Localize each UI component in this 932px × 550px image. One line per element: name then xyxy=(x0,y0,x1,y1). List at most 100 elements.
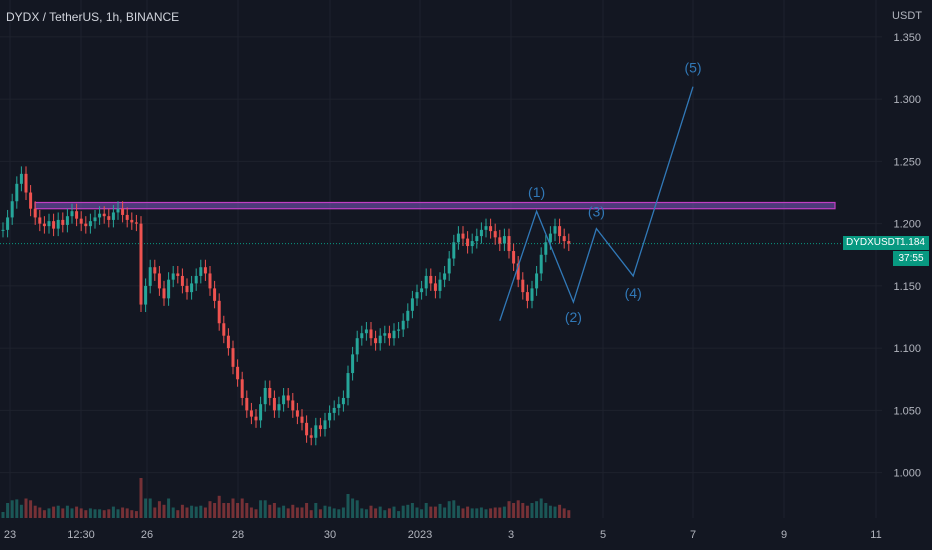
candle-body xyxy=(433,283,437,291)
candle-body xyxy=(38,217,42,224)
candle-body xyxy=(263,387,267,405)
candle-body xyxy=(52,221,56,229)
volume-bar xyxy=(369,505,373,518)
volume-bars xyxy=(1,478,571,518)
volume-bar xyxy=(502,506,506,518)
volume-bar xyxy=(346,494,350,518)
volume-bar xyxy=(516,500,520,518)
resistance-rect xyxy=(34,201,836,210)
candle-body xyxy=(121,208,125,215)
volume-bar xyxy=(47,508,51,518)
volume-bar xyxy=(6,503,10,518)
candle-body xyxy=(401,320,405,330)
volume-bar xyxy=(167,498,171,518)
candle-body xyxy=(75,211,79,219)
y-tick-label: 1.250 xyxy=(893,156,921,168)
volume-bar xyxy=(364,509,368,518)
volume-bar xyxy=(176,510,180,518)
volume-bar xyxy=(479,507,483,518)
volume-bar xyxy=(98,509,102,518)
candle-body xyxy=(364,329,368,334)
candle-body xyxy=(507,236,511,252)
elliott-wave-projection[interactable]: (1) (2) (3) (4) (5) xyxy=(499,60,702,325)
volume-bar xyxy=(125,508,129,518)
candle-body xyxy=(245,397,249,411)
volume-bar xyxy=(318,509,322,518)
volume-bar xyxy=(15,499,19,518)
x-tick-label: 11 xyxy=(870,529,881,541)
candle-body xyxy=(84,223,88,227)
candle-body xyxy=(544,242,548,255)
candle-body xyxy=(107,216,111,220)
candle-body xyxy=(548,233,552,243)
volume-bar xyxy=(360,508,364,518)
volume-bar xyxy=(93,509,97,518)
candle-body xyxy=(79,218,83,224)
candle-body xyxy=(236,366,240,380)
candle-body xyxy=(102,213,106,217)
volume-bar xyxy=(374,508,378,518)
volume-bar xyxy=(512,503,516,518)
volume-bar xyxy=(79,508,83,518)
y-tick-label: 1.000 xyxy=(893,468,921,480)
volume-bar xyxy=(539,498,543,518)
candle-body xyxy=(502,236,506,244)
candle-body xyxy=(567,241,571,244)
volume-bar xyxy=(134,511,138,518)
volume-bar xyxy=(208,501,212,518)
last-price-tag: DYDXUSDT 1.184 xyxy=(843,236,929,250)
candle-body xyxy=(134,222,138,224)
volume-bar xyxy=(249,507,253,518)
wave-label: (3) xyxy=(588,204,605,220)
chart-title: DYDX / TetherUS, 1h, BINANCE xyxy=(6,10,180,24)
volume-bar xyxy=(355,500,359,518)
volume-bar xyxy=(203,507,207,518)
candle-body xyxy=(180,275,184,286)
volume-bar xyxy=(341,507,345,518)
y-tick-label: 1.150 xyxy=(893,281,921,293)
time-axis[interactable]: 23 12:30 26 28 30 2023 3 5 7 9 11 xyxy=(4,529,882,541)
candle-body xyxy=(341,397,345,405)
volume-bar xyxy=(438,503,442,518)
candle-body xyxy=(470,241,474,247)
volume-bar xyxy=(139,478,143,518)
volume-bar xyxy=(185,507,189,518)
volume-bar xyxy=(548,505,552,518)
candle-body xyxy=(539,254,543,274)
candle-body xyxy=(512,251,516,264)
price-axis[interactable]: 1.350 1.300 1.250 1.200 1.150 1.100 1.050 1.000 xyxy=(893,32,921,480)
candle-body xyxy=(562,236,566,242)
candles xyxy=(1,166,571,446)
volume-bar xyxy=(254,509,258,518)
volume-bar xyxy=(305,503,309,518)
x-tick-label: 2023 xyxy=(408,529,432,541)
candle-body xyxy=(203,267,207,274)
candle-body xyxy=(479,229,483,237)
resistance-zone[interactable] xyxy=(34,201,836,210)
volume-bar xyxy=(323,505,327,518)
candle-body xyxy=(272,397,276,411)
candle-body xyxy=(530,288,534,301)
volume-bar xyxy=(222,503,226,518)
volume-bar xyxy=(217,495,221,518)
candle-body xyxy=(116,208,120,213)
volume-bar xyxy=(558,504,562,518)
volume-bar xyxy=(535,501,539,518)
candle-body xyxy=(277,404,281,411)
volume-bar xyxy=(378,506,382,518)
candle-body xyxy=(429,275,433,284)
candle-body xyxy=(65,216,69,225)
candle-body xyxy=(392,330,396,339)
volume-bar xyxy=(148,498,152,518)
volume-bar xyxy=(259,500,263,518)
volume-bar xyxy=(397,511,401,518)
volume-bar xyxy=(410,503,414,518)
candle-body xyxy=(176,273,180,276)
candle-body xyxy=(558,226,562,237)
volume-bar xyxy=(102,510,106,518)
candle-body xyxy=(498,237,502,244)
candle-body xyxy=(397,329,401,331)
candle-body xyxy=(521,279,525,293)
candle-body xyxy=(226,335,230,349)
